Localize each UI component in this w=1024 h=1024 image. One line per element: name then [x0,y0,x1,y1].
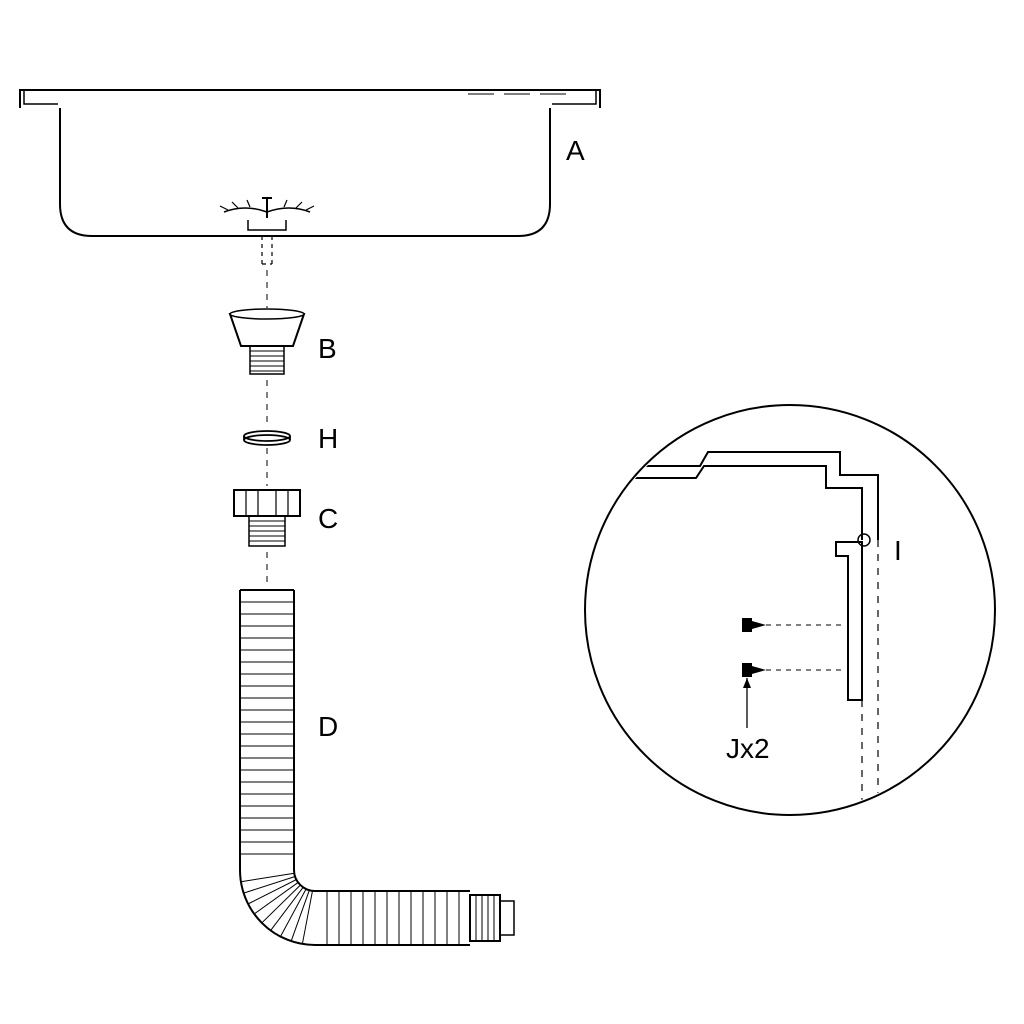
sink-basin [20,90,600,264]
assembly-diagram: A B H C [0,0,1024,1024]
label-h: H [318,423,338,454]
strainer-icon [220,198,314,264]
label-d: D [318,711,338,742]
label-j: Jx2 [726,733,770,764]
detail-view [585,405,995,820]
label-a: A [566,135,585,166]
label-i: I [894,535,902,566]
flex-hose [240,590,514,945]
label-c: C [318,503,338,534]
drain-cup [230,309,304,374]
label-b: B [318,333,337,364]
lock-nut [234,490,300,546]
washer [244,431,290,445]
